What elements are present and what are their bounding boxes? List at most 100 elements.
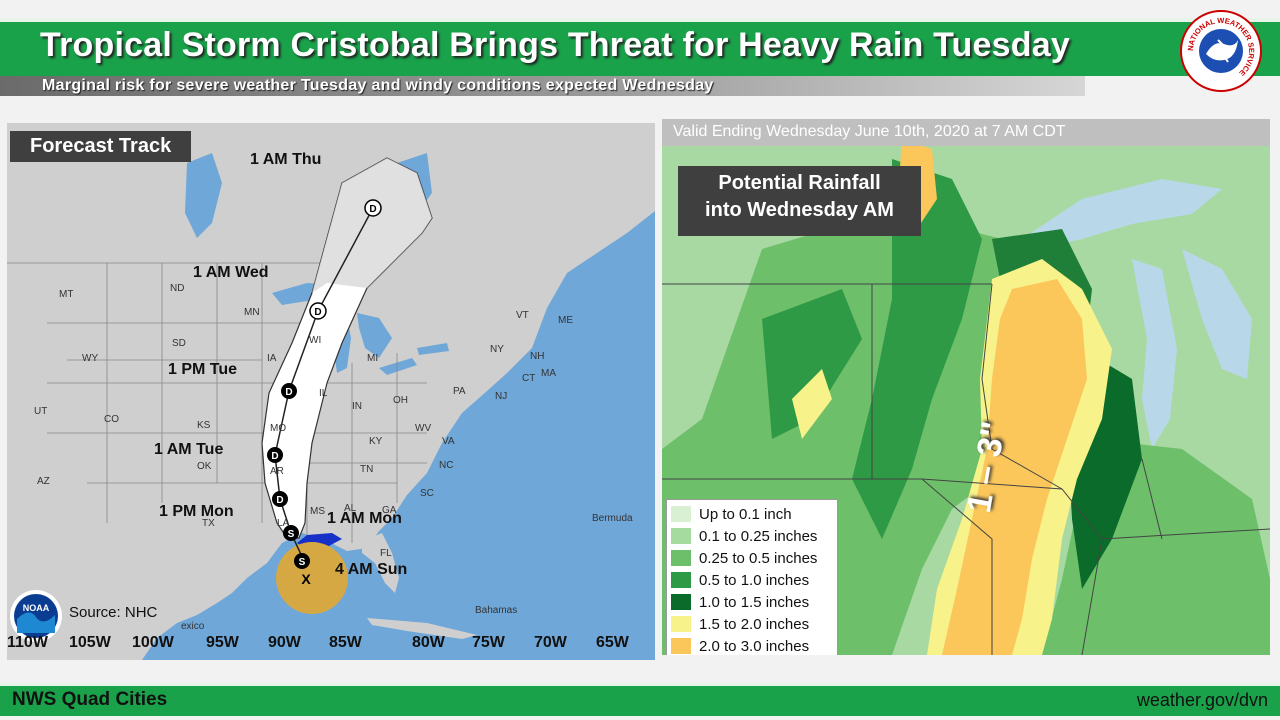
lake-huron	[357, 313, 392, 358]
source-label: Source: NHC	[69, 604, 158, 621]
legend-label: 2.0 to 3.0 inches	[699, 637, 810, 655]
legend-item: 0.1 to 0.25 inches	[671, 525, 833, 547]
rainfall-legend: Up to 0.1 inch 0.1 to 0.25 inches 0.25 t…	[666, 499, 838, 655]
legend-label: 1.0 to 1.5 inches	[699, 593, 810, 611]
legend-swatch	[671, 616, 691, 632]
state-label: MS	[310, 506, 325, 517]
legend-swatch	[671, 550, 691, 566]
hudson-bay-lakes	[185, 153, 222, 238]
longitude-label: 80W	[412, 634, 445, 651]
track-symbol: D	[285, 387, 292, 398]
lake-michigan	[1132, 259, 1177, 449]
subtitle-bar: Marginal risk for severe weather Tuesday…	[0, 76, 1085, 96]
track-point-1-am-wed	[309, 302, 327, 320]
track-symbol: D	[276, 495, 283, 506]
place-label: exico	[181, 621, 205, 632]
state-label: KS	[197, 420, 211, 431]
state-label: GA	[382, 505, 397, 516]
rainfall-title-line2: into Wednesday AM	[705, 199, 894, 221]
legend-item: 0.25 to 0.5 inches	[671, 547, 833, 569]
footer-bar: NWS Quad Cities weather.gov/dvn	[0, 683, 1280, 716]
legend-label: 0.5 to 1.0 inches	[699, 571, 810, 589]
rainfall-title-box: Potential Rainfall into Wednesday AM	[678, 166, 921, 236]
state-label: VA	[442, 436, 455, 447]
valid-time-bar: Valid Ending Wednesday June 10th, 2020 a…	[662, 119, 1270, 146]
state-label: NY	[490, 344, 504, 355]
track-map-graphic: D D D D D S S X	[7, 123, 655, 660]
north-america-land	[7, 123, 655, 660]
track-label-1am-mon: 1 AM Mon	[327, 510, 402, 527]
state-label: ME	[558, 315, 573, 326]
state-label: MT	[59, 289, 74, 300]
rain-dark-green-3	[762, 289, 862, 439]
track-label-4am-sun: 4 AM Sun	[335, 561, 408, 578]
track-point-extra	[294, 553, 310, 569]
state-label: TN	[360, 464, 374, 475]
state-label: CT	[522, 373, 536, 384]
legend-swatch	[671, 528, 691, 544]
longitude-label: 75W	[472, 634, 505, 651]
track-point-1-pm-tue	[281, 383, 297, 399]
longitude-label: 105W	[69, 634, 111, 651]
lake-ontario	[417, 343, 449, 355]
longitude-label: 100W	[132, 634, 174, 651]
track-symbol: D	[271, 451, 278, 462]
lake-superior	[1022, 179, 1222, 247]
legend-item: 1.5 to 2.0 inches	[671, 613, 833, 635]
cuba-land	[367, 618, 477, 639]
track-symbol: D	[369, 204, 376, 215]
track-label-1am-tue: 1 AM Tue	[154, 441, 224, 458]
state-label: PA	[453, 386, 466, 397]
state-label: NC	[439, 460, 454, 471]
state-label: IN	[352, 401, 362, 412]
place-label: Bermuda	[592, 513, 633, 524]
title-bar: Tropical Storm Cristobal Brings Threat f…	[0, 18, 1280, 76]
noaa-logo-text: NOAA	[23, 603, 50, 613]
track-symbol: D	[314, 307, 321, 318]
state-label: WY	[82, 353, 99, 364]
state-label: MN	[244, 307, 260, 318]
state-label: SD	[172, 338, 186, 349]
state-label: IL	[319, 388, 328, 399]
state-label: VT	[516, 310, 529, 321]
legend-label: 1.5 to 2.0 inches	[699, 615, 810, 633]
state-label: OH	[393, 395, 408, 406]
office-name: NWS Quad Cities	[12, 689, 168, 710]
state-boundaries	[662, 283, 1270, 655]
legend-swatch	[671, 572, 691, 588]
florida-land	[362, 533, 399, 593]
state-label: UT	[34, 406, 48, 417]
track-symbol: S	[299, 557, 306, 568]
legend-item: 0.5 to 1.0 inches	[671, 569, 833, 591]
state-label: SC	[420, 488, 434, 499]
state-label: MA	[541, 368, 556, 379]
rain-dark-green-1	[852, 159, 982, 539]
state-label: MI	[367, 353, 379, 364]
state-label: TX	[202, 518, 215, 529]
longitude-label: 70W	[534, 634, 567, 651]
current-position-x: X	[301, 571, 311, 587]
forecast-track-map: D D D D D S S X Forecast Track 1 AM Thu …	[7, 123, 655, 660]
rain-orange-west	[792, 369, 832, 439]
wind-field	[276, 542, 348, 614]
track-point-1-am-mon	[283, 525, 299, 541]
track-point-1-pm-mon	[272, 491, 288, 507]
legend-label: 0.25 to 0.5 inches	[699, 549, 818, 567]
track-label-thu: 1 AM Thu	[250, 151, 322, 168]
legend-item: 1.0 to 1.5 inches	[671, 591, 833, 613]
page-subtitle: Marginal risk for severe weather Tuesday…	[42, 77, 714, 94]
state-label: LA	[277, 518, 290, 529]
state-label: FL	[380, 548, 392, 559]
state-label: ND	[170, 283, 185, 294]
rainfall-title-line1: Potential Rainfall	[718, 172, 881, 194]
state-label: WV	[415, 423, 432, 434]
valid-time-text: Valid Ending Wednesday June 10th, 2020 a…	[673, 123, 1066, 140]
title-bar-edge	[0, 18, 1280, 22]
longitude-label: 65W	[596, 634, 629, 651]
state-label: KY	[369, 436, 383, 447]
state-label: OK	[197, 461, 212, 472]
state-label: WI	[309, 335, 322, 346]
state-label: NJ	[495, 391, 508, 402]
state-label: MO	[270, 423, 287, 434]
state-label: IA	[267, 353, 277, 364]
